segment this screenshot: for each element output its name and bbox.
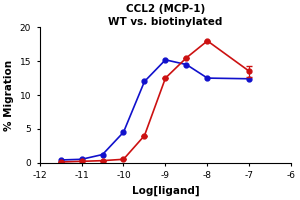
X-axis label: Log[ligand]: Log[ligand]: [132, 186, 199, 196]
Y-axis label: % Migration: % Migration: [4, 59, 14, 131]
Title: CCL2 (MCP-1)
WT vs. biotinylated: CCL2 (MCP-1) WT vs. biotinylated: [108, 4, 223, 27]
